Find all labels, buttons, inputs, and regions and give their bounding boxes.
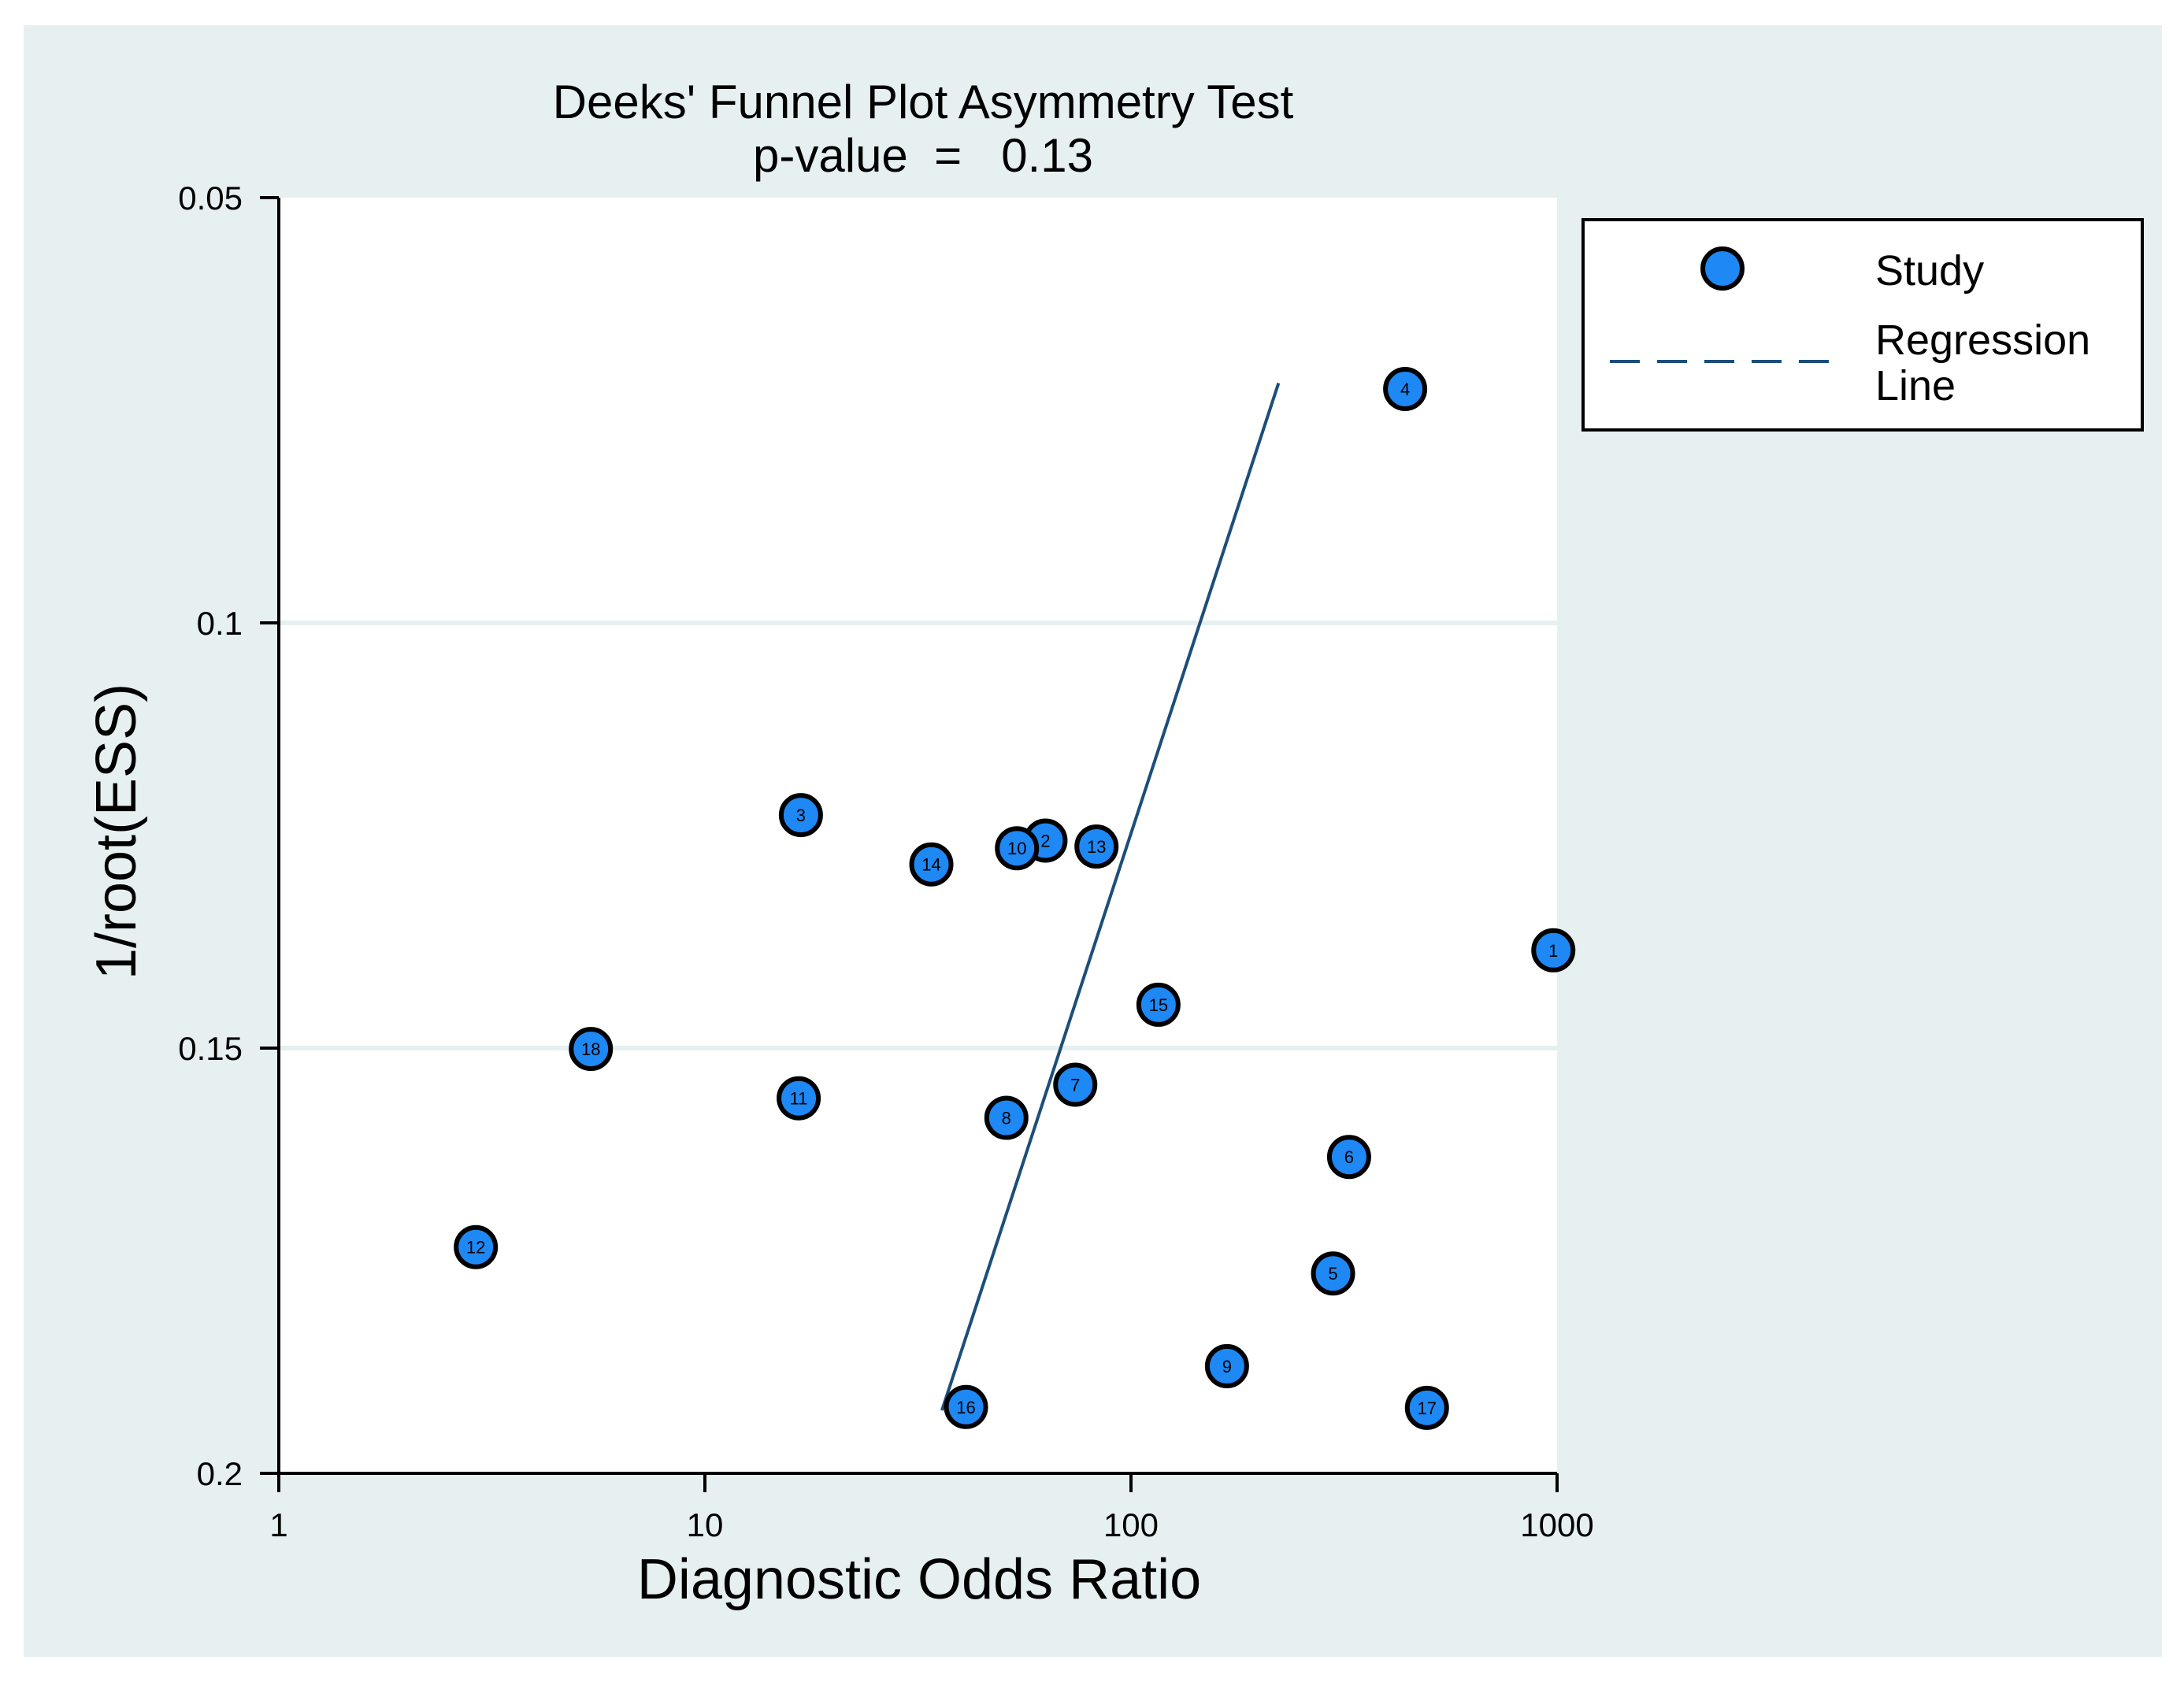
study-point-18	[569, 1027, 614, 1072]
y-tick-label: 0.15	[178, 1030, 243, 1067]
study-point-label-10: 10	[1007, 839, 1026, 858]
study-point-label-7: 7	[1070, 1075, 1080, 1095]
axes	[277, 198, 1557, 1475]
chart-subtitle: p-value = 0.13	[753, 129, 1093, 182]
study-point-label-8: 8	[1002, 1109, 1011, 1128]
legend-box	[1581, 218, 2144, 432]
study-point-11	[777, 1076, 821, 1121]
study-point-4	[1383, 367, 1428, 411]
study-point-label-14: 14	[921, 855, 940, 875]
legend-study-label: Study	[1875, 247, 1984, 295]
legend-study-marker	[1700, 246, 1745, 291]
axis-ticks: 1 10 100 1000 0.05 0.1 0.15 0.2	[178, 180, 1593, 1543]
study-point-label-17: 17	[1418, 1399, 1437, 1418]
study-point-7	[1053, 1062, 1098, 1107]
study-point-17	[1404, 1385, 1449, 1430]
study-point-12	[454, 1224, 499, 1269]
study-point-8	[984, 1095, 1029, 1140]
x-tick-label: 1	[269, 1506, 287, 1543]
y-tick-label: 0.05	[178, 180, 243, 217]
x-tick-label: 100	[1103, 1506, 1159, 1543]
study-point-label-15: 15	[1149, 995, 1168, 1015]
study-point-label-6: 6	[1344, 1147, 1354, 1167]
study-point-16	[944, 1384, 988, 1429]
legend-regression-label-line2: Line	[1875, 362, 1956, 409]
x-axis-label: Diagnostic Odds Ratio	[637, 1548, 1201, 1611]
study-point-label-1: 1	[1548, 941, 1558, 961]
y-axis-label: 1/root(ESS)	[85, 684, 148, 980]
study-point-9	[1204, 1343, 1249, 1388]
regression-line	[940, 382, 1281, 1411]
study-point-label-13: 13	[1087, 837, 1106, 857]
y-tick-label: 0.1	[197, 605, 243, 642]
study-point-label-2: 2	[1040, 831, 1050, 850]
study-point-label-18: 18	[581, 1039, 600, 1059]
study-point-label-5: 5	[1328, 1264, 1337, 1284]
study-point-label-3: 3	[796, 806, 806, 825]
regression-line-group	[940, 382, 1281, 1411]
legend: Study Regression Line	[1581, 218, 2144, 432]
x-tick-label: 10	[687, 1506, 724, 1543]
plot-area	[279, 198, 1557, 1473]
study-point-1	[1531, 928, 1576, 973]
study-point-15	[1136, 982, 1181, 1027]
study-point-label-4: 4	[1400, 380, 1410, 399]
gridlines	[279, 621, 1557, 1050]
chart-title: Deeks' Funnel Plot Asymmetry Test	[553, 76, 1294, 128]
study-point-14	[909, 842, 954, 887]
study-point-13	[1074, 824, 1119, 869]
study-point-6	[1326, 1135, 1371, 1180]
y-tick-label: 0.2	[197, 1455, 243, 1492]
study-point-label-12: 12	[466, 1238, 485, 1258]
legend-regression-label-line1: Regression	[1875, 317, 2090, 364]
study-point-label-9: 9	[1222, 1357, 1232, 1376]
study-point-10	[995, 826, 1040, 871]
study-point-label-11: 11	[790, 1089, 808, 1109]
study-point-5	[1311, 1251, 1355, 1296]
x-tick-label: 1000	[1520, 1506, 1593, 1543]
study-point-label-16: 16	[956, 1398, 975, 1417]
study-point-3	[778, 793, 823, 838]
